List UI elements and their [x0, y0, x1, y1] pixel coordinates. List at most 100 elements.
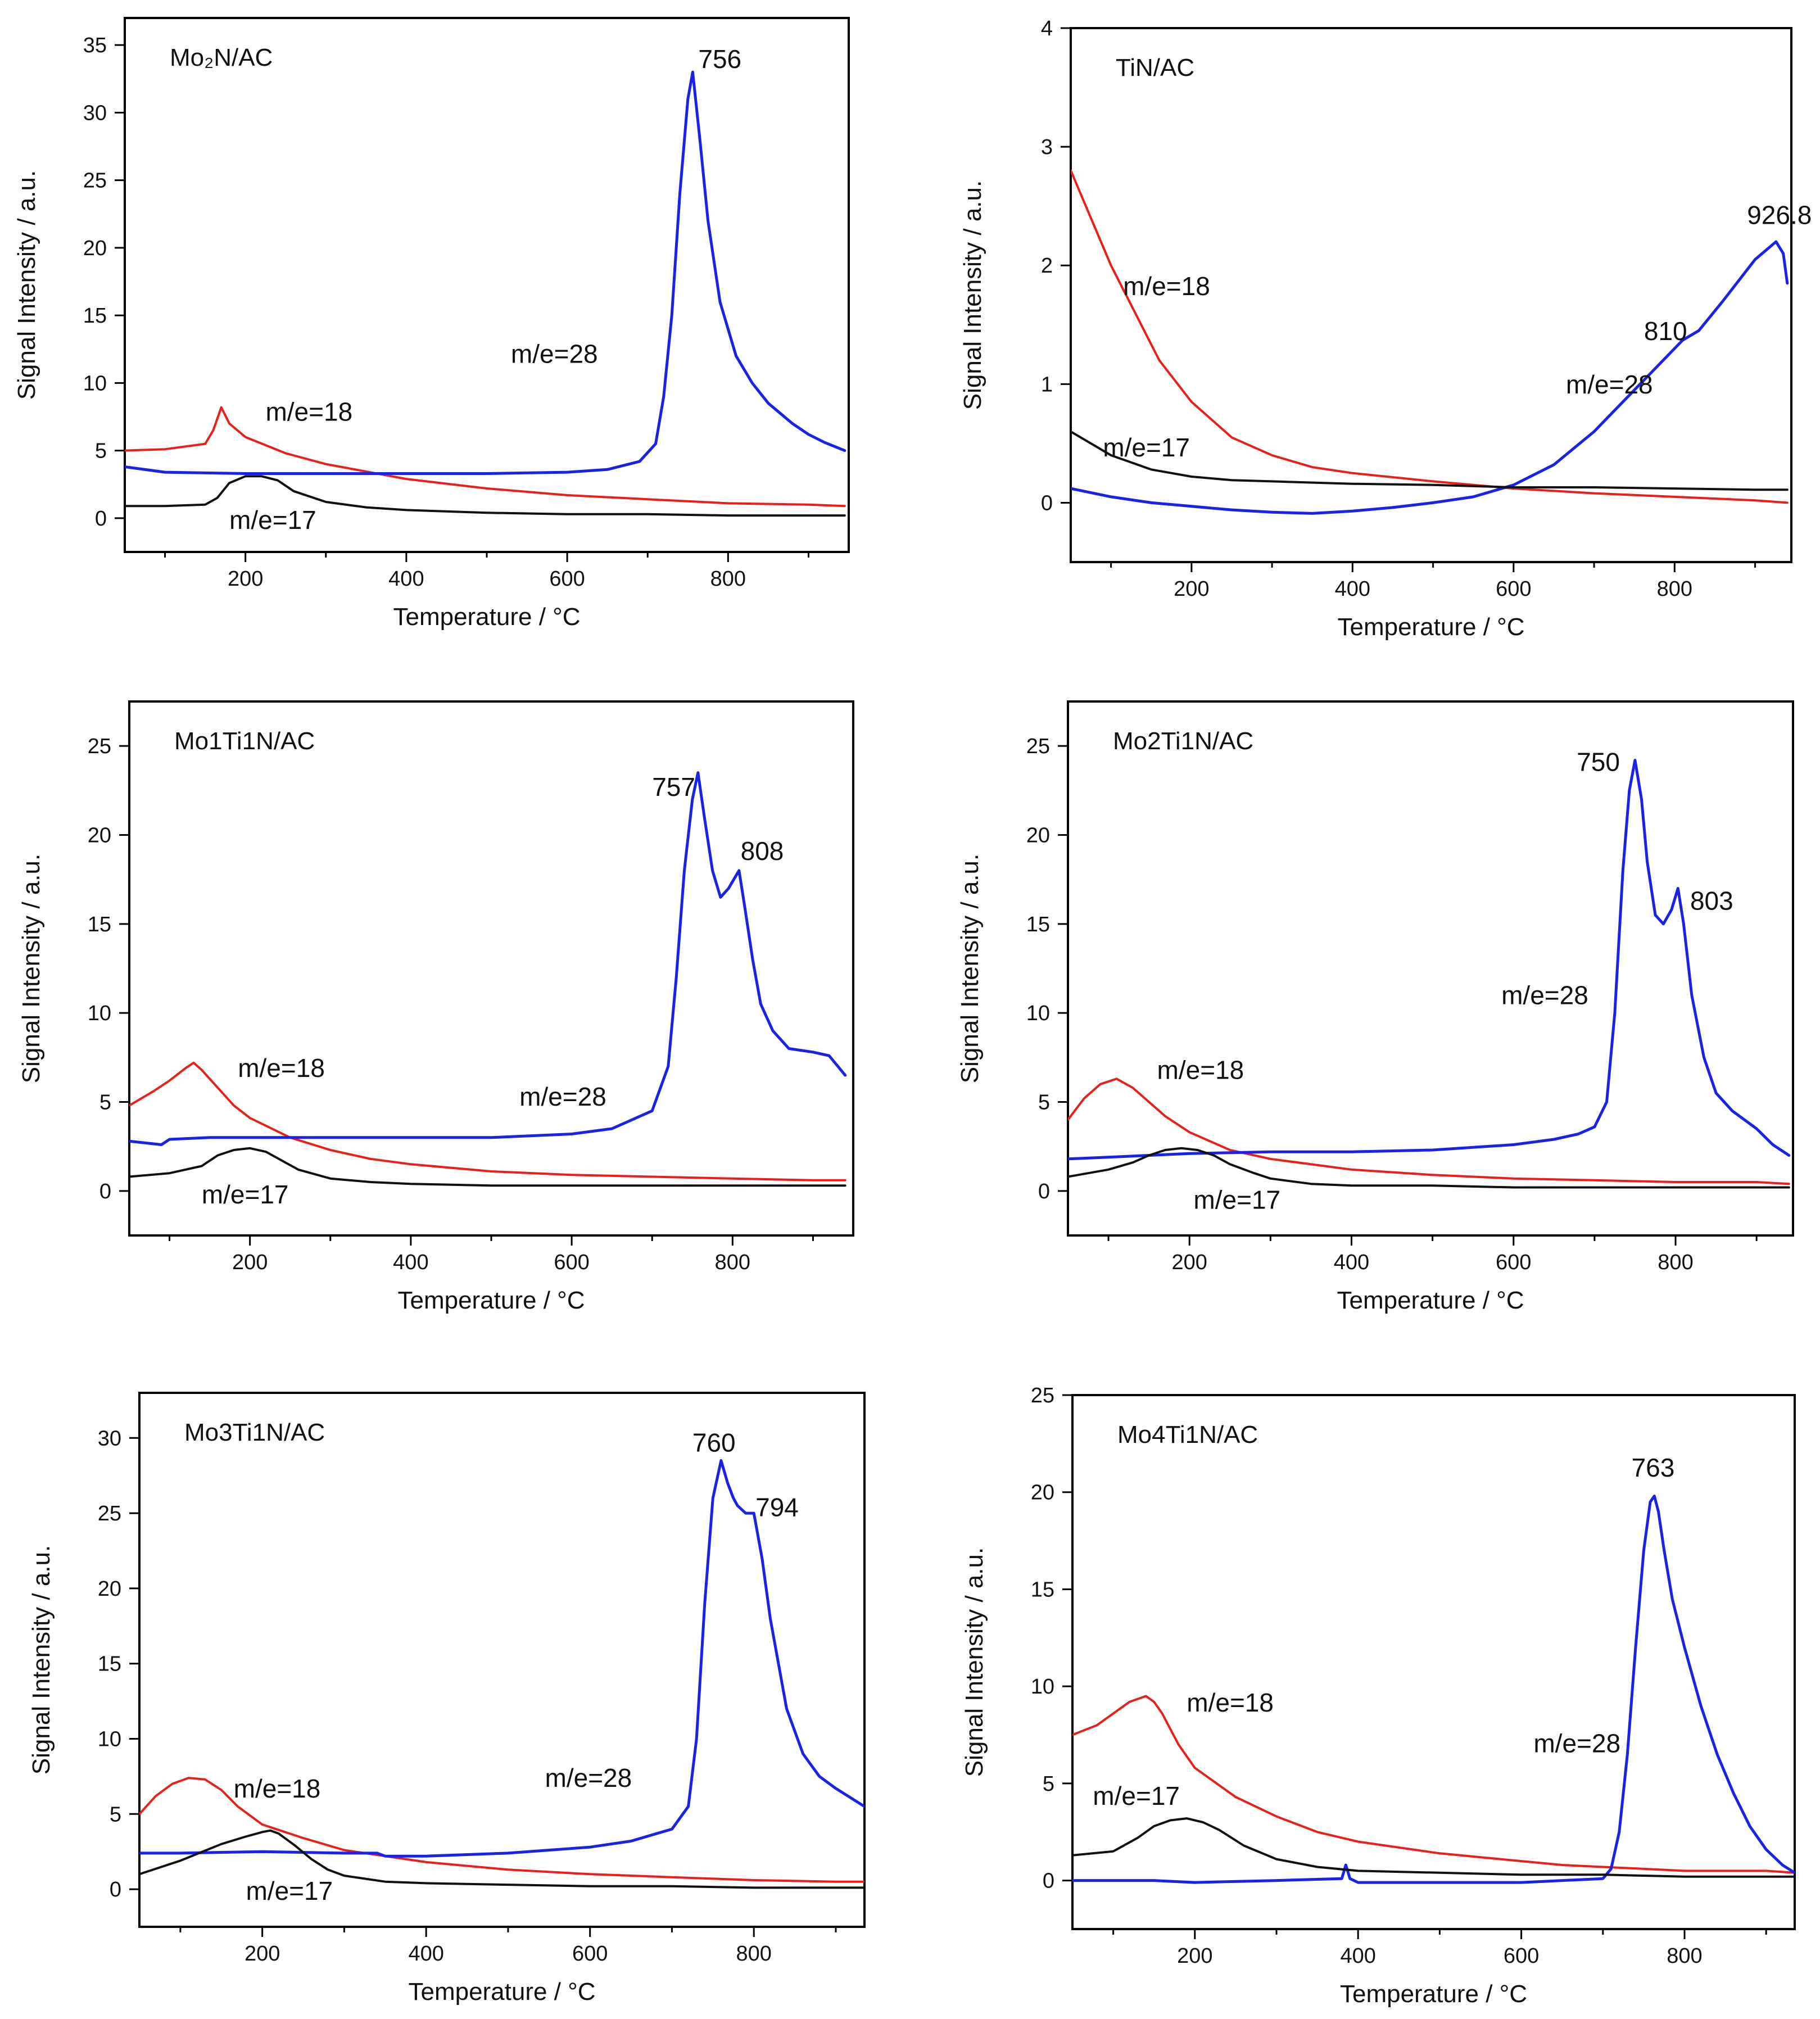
y-tick-label: 15	[98, 1653, 121, 1676]
x-tick-label: 600	[554, 1251, 589, 1274]
series-line-m17	[1068, 1147, 1790, 1189]
x-tick-label: 600	[572, 1942, 608, 1966]
annotation: 810	[1644, 316, 1687, 346]
plot-frame	[1067, 700, 1794, 1237]
y-tick-label: 0	[1043, 1869, 1054, 1893]
annotation: m/e=18	[1187, 1688, 1274, 1717]
y-tick-label: 5	[110, 1803, 121, 1826]
annotation: m/e=17	[1093, 1781, 1180, 1810]
x-tick-label: 600	[1496, 1251, 1531, 1274]
annotation: 803	[1690, 886, 1733, 916]
x-axis-label: Temperature / °C	[1340, 1980, 1527, 2008]
y-tick-label: 3	[1041, 135, 1053, 159]
panel-title: Mo₂N/AC	[170, 44, 273, 71]
y-tick-label: 10	[1031, 1675, 1054, 1699]
y-tick-label: 15	[1031, 1578, 1054, 1601]
x-axis-label: Temperature / °C	[1337, 1287, 1524, 1314]
y-tick-label: 20	[1031, 1481, 1054, 1505]
y-tick-label: 20	[1026, 824, 1050, 848]
y-tick-label: 5	[1043, 1772, 1054, 1796]
y-axis-label: Signal Intensity / a.u.	[961, 1547, 988, 1777]
panel-mo4ti1n: 200 400 600 800 0 5 10 15 20 25 763 m/e=28 m/e=18 m/e…	[961, 1384, 1796, 2008]
series-line-m28	[1072, 1495, 1795, 1884]
annotation: m/e=18	[1123, 271, 1210, 301]
y-tick-label: 15	[88, 913, 111, 936]
series-line-m17	[129, 1147, 846, 1187]
x-tick-label: 800	[1658, 1251, 1693, 1274]
panel-title: Mo3Ti1N/AC	[184, 1419, 325, 1446]
series-line-m17	[125, 475, 846, 517]
panel-title: Mo1Ti1N/AC	[174, 727, 315, 755]
series-line-m28	[125, 70, 846, 475]
x-tick-label: 800	[710, 567, 746, 591]
annotation: m/e=18	[1157, 1055, 1244, 1084]
y-axis-label: Signal Intensity / a.u.	[28, 1545, 55, 1774]
y-tick-label: 25	[98, 1502, 121, 1525]
series-line-m18	[129, 1061, 846, 1181]
x-tick-label: 400	[1335, 577, 1370, 601]
annotation: m/e=28	[1566, 370, 1653, 399]
series-line-m18	[139, 1777, 864, 1883]
annotation: m/e=28	[1533, 1729, 1620, 1758]
y-tick-label: 15	[1026, 913, 1050, 936]
annotation: m/e=18	[238, 1053, 325, 1083]
x-tick-label: 200	[1174, 577, 1209, 601]
y-tick-label: 5	[99, 1091, 111, 1115]
annotation: 750	[1577, 748, 1620, 777]
annotation: m/e=28	[519, 1082, 606, 1111]
annotation: m/e=17	[246, 1876, 333, 1905]
y-tick-label: 20	[88, 824, 111, 848]
annotation: m/e=17	[229, 505, 316, 535]
y-axis-label: Signal Intensity / a.u.	[17, 854, 45, 1083]
y-tick-label: 5	[1038, 1091, 1050, 1115]
series-line-m18	[1072, 1695, 1795, 1874]
x-tick-label: 800	[1667, 1944, 1702, 1968]
panel-title: Mo4Ti1N/AC	[1117, 1421, 1258, 1448]
y-tick-label: 0	[110, 1878, 121, 1902]
x-tick-label: 200	[1171, 1251, 1207, 1274]
y-tick-label: 20	[83, 237, 107, 260]
x-axis-label: Temperature / °C	[408, 1978, 595, 2006]
x-tick-label: 800	[736, 1942, 772, 1966]
plot-frame	[138, 1392, 866, 1928]
annotation: 794	[755, 1492, 799, 1522]
annotation: 760	[692, 1428, 736, 1457]
y-tick-label: 5	[95, 440, 107, 463]
y-axis-label: Signal Intensity / a.u.	[959, 180, 986, 410]
annotation: m/e=17	[202, 1180, 289, 1209]
y-tick-label: 2	[1041, 254, 1053, 278]
series-line-m28	[129, 771, 847, 1146]
x-axis-label: Temperature / °C	[1337, 613, 1524, 641]
y-tick-label: 25	[83, 169, 107, 193]
panel-title: Mo2Ti1N/AC	[1113, 727, 1253, 755]
annotation: m/e=17	[1103, 433, 1190, 462]
annotation: m/e=18	[234, 1774, 321, 1803]
x-axis-label: Temperature / °C	[397, 1287, 585, 1314]
y-tick-label: 20	[98, 1577, 121, 1601]
series-line-m18	[125, 406, 846, 508]
y-tick-label: 10	[88, 1002, 111, 1025]
x-tick-label: 200	[232, 1251, 268, 1274]
panel-mo1ti1n: 200 400 600 800 0 5 10 15 20 25 757 808 m/e=28 m/e=18…	[17, 700, 854, 1314]
annotation: m/e=28	[1501, 980, 1588, 1010]
y-tick-label: 1	[1041, 373, 1053, 396]
annotation: m/e=28	[545, 1763, 632, 1792]
y-tick-label: 4	[1041, 17, 1053, 40]
series-line-m18	[1071, 169, 1789, 504]
x-tick-label: 600	[1496, 577, 1531, 601]
y-tick-label: 10	[83, 372, 107, 395]
annotation: 763	[1632, 1453, 1675, 1482]
y-tick-label: 0	[95, 507, 107, 531]
x-tick-label: 800	[1657, 577, 1692, 601]
y-tick-label: 25	[1026, 735, 1050, 758]
panel-mo2n: 200 400 600 800 0 5 10 15 20 25 30 35 756 m/e=28 m/e=1…	[13, 17, 850, 631]
x-tick-label: 400	[1334, 1251, 1369, 1274]
series-line-m17	[1071, 430, 1789, 491]
annotation: 926.8	[1747, 200, 1812, 229]
series-line-m28	[1071, 240, 1789, 515]
y-tick-label: 25	[88, 735, 111, 758]
annotation: m/e=18	[265, 397, 352, 427]
x-tick-label: 600	[549, 567, 585, 591]
y-tick-label: 0	[99, 1180, 111, 1203]
